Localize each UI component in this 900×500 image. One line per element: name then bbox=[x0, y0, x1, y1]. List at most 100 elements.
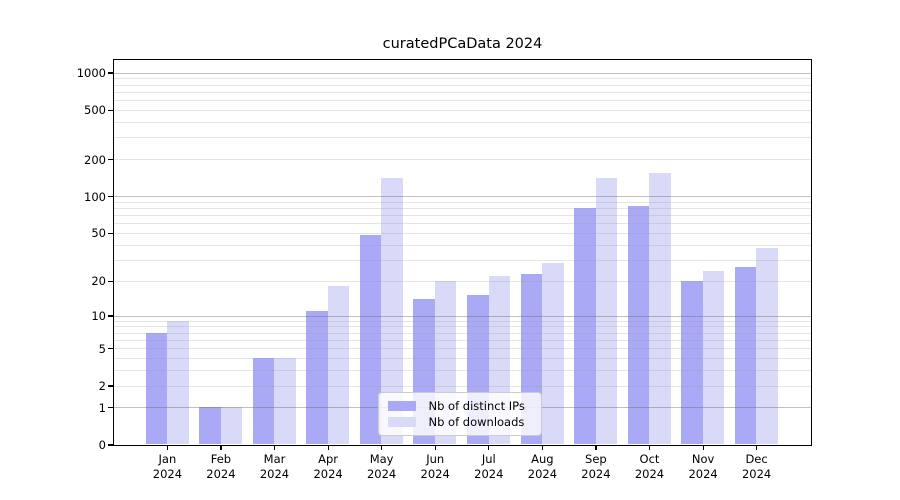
minor-gridline-90 bbox=[113, 201, 811, 203]
x-label-jun: Jun 2024 bbox=[420, 452, 450, 481]
y-tick-200 bbox=[107, 158, 113, 161]
bars-layer bbox=[114, 60, 811, 445]
x-tick-sep bbox=[595, 445, 597, 450]
minor-gridline-50 bbox=[113, 233, 811, 234]
minor-gridline-600 bbox=[113, 100, 811, 102]
y-tick-100 bbox=[107, 195, 113, 198]
legend-item-distinct-ips: Nb of distinct IPs bbox=[387, 398, 532, 413]
x-tick-nov bbox=[702, 445, 704, 450]
major-gridline-10 bbox=[113, 315, 811, 317]
minor-gridline-9 bbox=[113, 320, 811, 322]
y-label-100: 100 bbox=[84, 189, 106, 204]
minor-gridline-6 bbox=[113, 339, 811, 341]
bar-ips-oct bbox=[627, 205, 650, 445]
y-label-1: 1 bbox=[98, 400, 106, 415]
bar-ips-apr bbox=[306, 310, 328, 445]
x-tick-jan bbox=[166, 445, 169, 450]
legend-item-downloads: Nb of downloads bbox=[387, 415, 532, 430]
x-label-sep: Sep 2024 bbox=[581, 452, 611, 481]
legend-swatch-downloads-icon bbox=[387, 417, 416, 428]
y-tick-1000 bbox=[107, 72, 113, 74]
bar-ips-jan bbox=[145, 332, 168, 445]
x-label-aug: Aug 2024 bbox=[527, 452, 558, 481]
minor-gridline-500 bbox=[113, 110, 811, 111]
x-label-mar: Mar 2024 bbox=[259, 452, 290, 481]
x-tick-dec bbox=[756, 445, 758, 450]
bar-downloads-apr bbox=[327, 286, 350, 445]
x-label-jul: Jul 2024 bbox=[474, 452, 504, 481]
x-tick-aug bbox=[541, 445, 544, 450]
x-label-jan: Jan 2024 bbox=[152, 452, 183, 481]
minor-gridline-7 bbox=[113, 332, 811, 334]
bar-downloads-jan bbox=[167, 320, 189, 445]
major-gridline-1000 bbox=[113, 72, 811, 74]
bar-downloads-nov bbox=[702, 271, 725, 445]
x-label-oct: Oct 2024 bbox=[634, 452, 665, 481]
bar-ips-mar bbox=[252, 358, 275, 445]
y-tick-5 bbox=[107, 347, 113, 350]
x-label-dec: Dec 2024 bbox=[741, 452, 772, 481]
plot-area: Nb of distinct IPs Nb of downloads bbox=[112, 59, 812, 446]
minor-gridline-3 bbox=[113, 370, 811, 372]
chart-title: curatedPCaData 2024 bbox=[382, 36, 543, 52]
minor-gridline-2 bbox=[113, 385, 811, 387]
minor-gridline-900 bbox=[113, 78, 811, 80]
minor-gridline-8 bbox=[113, 326, 811, 328]
bar-ips-sep bbox=[574, 208, 596, 445]
minor-gridline-300 bbox=[113, 137, 811, 139]
x-label-may: May 2024 bbox=[366, 452, 397, 481]
y-tick-10 bbox=[107, 315, 113, 317]
minor-gridline-200 bbox=[113, 159, 811, 161]
x-tick-jun bbox=[434, 445, 436, 450]
x-tick-oct bbox=[648, 445, 651, 450]
x-tick-apr bbox=[327, 445, 329, 450]
minor-gridline-800 bbox=[113, 84, 811, 86]
y-tick-1 bbox=[107, 407, 113, 409]
x-label-nov: Nov 2024 bbox=[688, 452, 718, 481]
x-label-feb: Feb 2024 bbox=[206, 452, 236, 481]
x-tick-feb bbox=[220, 445, 222, 450]
x-tick-mar bbox=[273, 445, 276, 450]
y-label-50: 50 bbox=[91, 226, 106, 241]
y-label-10: 10 bbox=[91, 308, 106, 323]
y-label-200: 200 bbox=[84, 152, 106, 167]
x-tick-jul bbox=[488, 445, 490, 450]
bar-downloads-aug bbox=[542, 263, 564, 445]
legend: Nb of distinct IPs Nb of downloads bbox=[377, 392, 542, 436]
major-gridline-100 bbox=[113, 196, 811, 198]
grid-layer bbox=[113, 60, 811, 445]
minor-gridline-30 bbox=[113, 259, 811, 261]
y-tick-20 bbox=[107, 280, 113, 282]
y-tick-50 bbox=[107, 232, 113, 234]
minor-gridline-5 bbox=[113, 348, 811, 350]
bar-ips-nov bbox=[681, 280, 703, 445]
y-tick-2 bbox=[107, 385, 113, 387]
bar-ips-feb bbox=[199, 407, 221, 445]
minor-gridline-700 bbox=[113, 91, 811, 93]
y-tick-500 bbox=[107, 109, 113, 111]
y-label-500: 500 bbox=[84, 103, 106, 118]
minor-gridline-60 bbox=[113, 223, 811, 225]
bar-downloads-mar bbox=[274, 358, 296, 445]
y-label-1000: 1000 bbox=[76, 66, 106, 80]
legend-label-distinct-ips: Nb of distinct IPs bbox=[428, 398, 525, 413]
x-label-apr: Apr 2024 bbox=[313, 452, 343, 481]
bar-downloads-sep bbox=[595, 178, 618, 445]
bar-downloads-oct bbox=[649, 172, 671, 445]
bar-downloads-feb bbox=[220, 407, 243, 445]
y-label-5: 5 bbox=[98, 341, 106, 356]
minor-gridline-400 bbox=[113, 122, 811, 123]
minor-gridline-4 bbox=[113, 358, 811, 359]
y-tick-0 bbox=[107, 444, 113, 446]
bar-ips-dec bbox=[734, 267, 757, 445]
y-label-20: 20 bbox=[91, 274, 106, 289]
x-tick-may bbox=[381, 445, 383, 450]
bar-downloads-dec bbox=[756, 247, 778, 445]
minor-gridline-20 bbox=[113, 280, 811, 282]
legend-swatch-distinct-ips-icon bbox=[387, 400, 416, 411]
y-label-2: 2 bbox=[98, 378, 106, 393]
minor-gridline-70 bbox=[113, 215, 811, 217]
legend-label-downloads: Nb of downloads bbox=[428, 415, 525, 430]
minor-gridline-40 bbox=[113, 244, 811, 246]
